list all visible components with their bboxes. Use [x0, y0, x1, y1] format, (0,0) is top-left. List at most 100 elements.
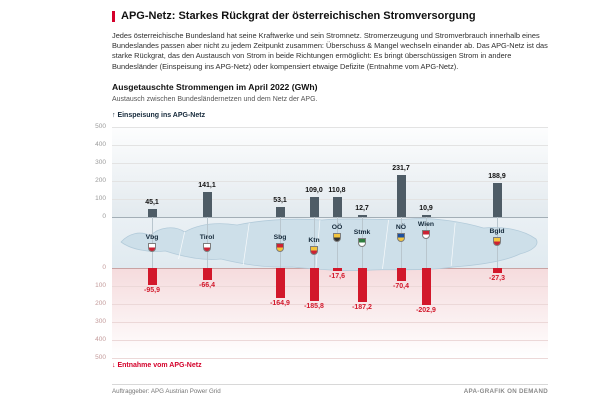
value-label-entnahme: -27,3	[489, 274, 505, 282]
axis-tick-label-positive: 400	[95, 141, 106, 148]
gridline-negative-200	[112, 304, 548, 305]
entnahme-region-background	[112, 268, 548, 358]
bar-einspeisung-vbg	[147, 208, 157, 217]
title-accent-bar	[112, 11, 115, 22]
bar-entnahme-oö	[332, 268, 342, 272]
exchange-bar-chart: ↑ Einspeisung ins APG-Netz ↓ Entnahme vo…	[0, 112, 600, 380]
state-label-bgld: Bgld	[489, 228, 505, 235]
state-label-tirol: Tirol	[199, 234, 215, 241]
value-label-einspeisung: 141,1	[198, 181, 216, 189]
bar-entnahme-tirol	[202, 268, 212, 280]
coat-of-arms-icon-vbg	[148, 243, 156, 252]
axis-tick-label-negative: 300	[95, 318, 106, 325]
bar-einspeisung-stmk	[357, 214, 367, 217]
gridline-positive-100	[112, 199, 548, 200]
state-connector-line	[314, 217, 315, 268]
page-title: APG-Netz: Starkes Rückgrat der österreic…	[121, 10, 476, 22]
axis-tick-label-positive: 0	[102, 213, 106, 220]
coat-of-arms-icon-sbg	[276, 243, 284, 252]
coat-of-arms-icon-bgld	[493, 237, 501, 246]
austria-map-shape	[120, 218, 538, 271]
axis-tick-label-negative: 100	[95, 282, 106, 289]
bar-entnahme-wien	[421, 268, 431, 305]
value-label-einspeisung: 45,1	[145, 198, 159, 206]
bar-entnahme-ktn	[309, 268, 319, 302]
state-connector-line	[426, 217, 427, 268]
entnahme-axis-label: ↓ Entnahme vom APG-Netz	[112, 362, 202, 369]
footer-client-credit: Auftraggeber: APG Austrian Power Grid	[112, 388, 221, 395]
gridline-positive-300	[112, 163, 548, 164]
chart-subtitle: Ausgetauschte Strommengen im April 2022 …	[112, 82, 318, 93]
value-label-entnahme: -95,9	[144, 287, 160, 295]
gridline-negative-500	[112, 358, 548, 359]
value-label-einspeisung: 188,9	[488, 172, 506, 180]
state-connector-line	[401, 217, 402, 268]
gridline-negative-100	[112, 286, 548, 287]
bar-einspeisung-nö	[396, 175, 406, 217]
coat-of-arms-icon-nö	[397, 233, 405, 242]
value-label-entnahme: -187,2	[352, 303, 372, 311]
gridline-positive-0	[112, 217, 548, 218]
axis-tick-label-positive: 300	[95, 159, 106, 166]
coat-of-arms-icon-oö	[333, 233, 341, 242]
bar-einspeisung-oö	[332, 197, 342, 217]
footer-brand: APA-GRAFIK ON DEMAND	[463, 388, 548, 395]
state-label-nö: NÖ	[395, 224, 407, 231]
gridline-positive-200	[112, 181, 548, 182]
coat-of-arms-icon-tirol	[203, 243, 211, 252]
bar-einspeisung-ktn	[309, 197, 319, 217]
axis-tick-label-negative: 200	[95, 300, 106, 307]
gridline-positive-400	[112, 145, 548, 146]
state-label-sbg: Sbg	[273, 234, 287, 241]
value-label-einspeisung: 10,9	[419, 205, 433, 213]
einspeisung-axis-label: ↑ Einspeisung ins APG-Netz	[112, 112, 206, 119]
state-label-ktn: Ktn	[308, 237, 320, 244]
bar-einspeisung-wien	[421, 215, 431, 217]
footer: Auftraggeber: APG Austrian Power Grid AP…	[112, 388, 548, 395]
chart-subnote: Austausch zwischen Bundesländernetzen un…	[112, 96, 318, 104]
gridline-negative-400	[112, 340, 548, 341]
state-label-vbg: Vbg	[145, 234, 159, 241]
state-label-oö: OÖ	[331, 224, 343, 231]
state-connector-line	[337, 217, 338, 268]
state-connector-line	[280, 217, 281, 268]
value-label-entnahme: -164,9	[270, 299, 290, 307]
bar-einspeisung-bgld	[492, 182, 502, 217]
intro-paragraph: Jedes österreichische Bundesland hat sei…	[112, 30, 548, 71]
header-block: APG-Netz: Starkes Rückgrat der österreic…	[112, 10, 548, 103]
value-label-entnahme: -70,4	[393, 282, 409, 290]
einspeisung-region-background	[112, 127, 548, 217]
coat-of-arms-icon-wien	[422, 230, 430, 239]
value-label-einspeisung: 231,7	[392, 165, 410, 173]
state-connector-line	[152, 217, 153, 268]
bar-entnahme-stmk	[357, 268, 367, 302]
axis-tick-label-negative: 500	[95, 354, 106, 361]
coat-of-arms-icon-stmk	[358, 238, 366, 247]
axis-tick-label-positive: 200	[95, 177, 106, 184]
title-row: APG-Netz: Starkes Rückgrat der österreic…	[112, 10, 548, 23]
axis-tick-label-negative: 400	[95, 336, 106, 343]
bar-entnahme-bgld	[492, 268, 502, 273]
state-label-wien: Wien	[417, 221, 435, 228]
value-label-einspeisung: 109,0	[305, 187, 323, 195]
value-label-einspeisung: 110,8	[328, 187, 346, 195]
coat-of-arms-icon-ktn	[310, 246, 318, 255]
bar-entnahme-nö	[396, 268, 406, 281]
value-label-einspeisung: 53,1	[273, 197, 287, 205]
axis-tick-label-positive: 100	[95, 195, 106, 202]
bar-einspeisung-sbg	[275, 207, 285, 217]
bar-entnahme-vbg	[147, 268, 157, 286]
state-connector-line	[207, 217, 208, 268]
value-label-entnahme: -66,4	[199, 281, 215, 289]
footer-divider	[112, 384, 548, 385]
value-label-entnahme: -17,6	[329, 273, 345, 281]
value-label-einspeisung: 12,7	[355, 204, 369, 212]
axis-tick-label-negative: 0	[102, 264, 106, 271]
value-label-entnahme: -202,9	[416, 306, 436, 314]
bar-entnahme-sbg	[275, 268, 285, 298]
gridline-negative-300	[112, 322, 548, 323]
gridline-positive-500	[112, 127, 548, 128]
value-label-entnahme: -185,8	[304, 303, 324, 311]
axis-tick-label-positive: 500	[95, 123, 106, 130]
